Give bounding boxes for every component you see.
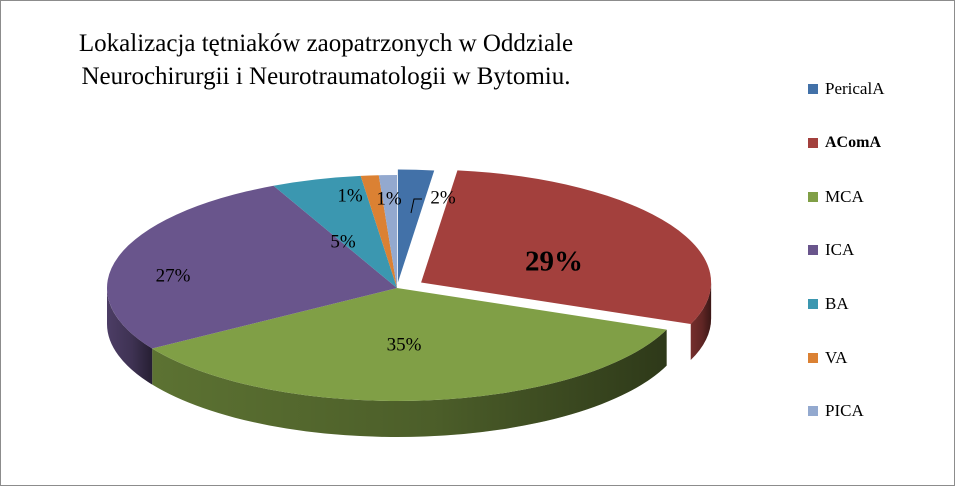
data-label-ica: 27% xyxy=(156,265,191,286)
legend-swatch-ba xyxy=(808,299,818,309)
legend-item-va: VA xyxy=(808,348,847,368)
data-label-ba: 5% xyxy=(330,231,356,252)
pie-side-shading-ica xyxy=(107,288,153,385)
pie-slice-pica xyxy=(378,175,397,288)
data-label-pericala: 2% xyxy=(430,187,456,208)
legend-swatch-acoma xyxy=(808,138,818,148)
leader-line-pericala xyxy=(410,198,422,214)
legend-swatch-pica xyxy=(808,406,818,416)
chart-title: Lokalizacja tętniaków zaopatrzonych w Od… xyxy=(21,27,631,93)
pie-slice-va xyxy=(360,175,397,288)
legend-label-ica: ICA xyxy=(825,240,855,259)
legend-swatch-va xyxy=(808,353,818,363)
legend-swatch-mca xyxy=(808,192,818,202)
pie-sides xyxy=(107,282,712,437)
data-label-pica: 1% xyxy=(376,188,402,209)
legend-label-ba: BA xyxy=(825,294,849,313)
pie-side-shading-mca xyxy=(152,329,667,437)
pie-slice-pericala xyxy=(397,169,435,283)
legend-label-pica: PICA xyxy=(825,401,864,420)
pie-slice-ba xyxy=(273,175,397,288)
legend-item-pica: PICA xyxy=(808,401,864,421)
pie-slice-mca xyxy=(152,288,667,402)
legend-label-acoma: AComA xyxy=(825,134,881,151)
legend-swatch-pericala xyxy=(808,84,818,94)
legend-label-pericala: PericalA xyxy=(825,79,885,98)
legend-label-mca: MCA xyxy=(825,187,864,206)
pie-slice-ica xyxy=(107,185,397,349)
legend-item-mca: MCA xyxy=(808,187,864,207)
data-label-mca: 35% xyxy=(387,334,422,355)
legend-item-ica: ICA xyxy=(808,240,854,260)
chart-title-line-1: Lokalizacja tętniaków zaopatrzonych w Od… xyxy=(78,30,574,57)
pie-labels: 2% 29% 35% 27% 5% 1% 1% xyxy=(156,185,583,355)
pie-side-shading-acoma xyxy=(690,282,712,361)
data-label-acoma: 29% xyxy=(525,246,583,278)
legend-swatch-ica xyxy=(808,245,818,255)
chart-title-line-2: Neurochirurgii i Neurotraumatologii w By… xyxy=(81,63,571,90)
pie-tops xyxy=(107,169,712,402)
legend-item-acoma: AComA xyxy=(808,133,881,153)
legend-label-va: VA xyxy=(825,348,848,367)
legend-item-pericala: PericalA xyxy=(808,79,884,99)
pie-slice-acoma xyxy=(421,170,712,325)
legend-item-ba: BA xyxy=(808,294,849,314)
data-label-va: 1% xyxy=(337,185,363,206)
